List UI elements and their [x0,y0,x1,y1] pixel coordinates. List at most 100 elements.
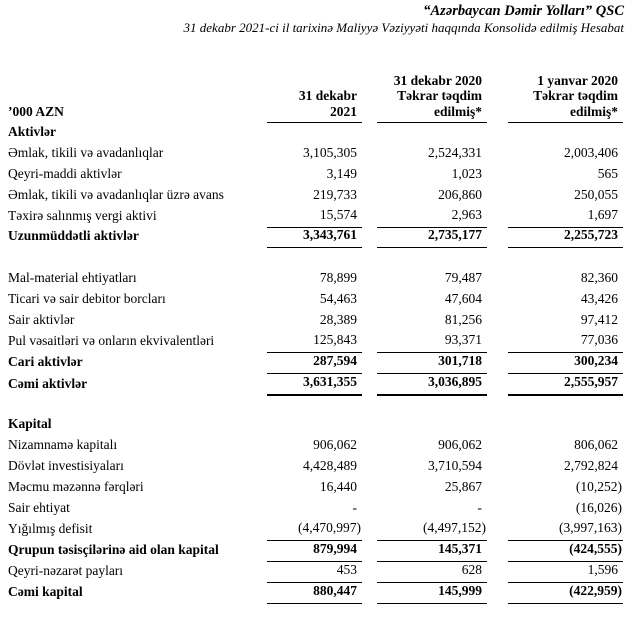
company-title: “Azərbaycan Dəmir Yolları” QSC [423,3,624,19]
column-gap [487,332,508,353]
value-cell: 2,003,406 [564,144,618,160]
value-cell: 206,860 [438,186,482,202]
value-cell: 2,555,957 [508,374,623,396]
value-cell: 77,036 [508,332,623,353]
column-header-line: 2021 [330,103,357,119]
column-gap [362,144,377,165]
value-cell: 1,697 [508,207,623,228]
column-gap [487,583,508,604]
row-label: Kapital [8,416,52,432]
value-cell: 906,062 [313,437,357,453]
value-cell: 453 [267,562,362,583]
value-cell: 300,234 [508,353,623,374]
value-cell: 82,360 [580,270,618,286]
row-label: Cəmi kapital [8,583,83,599]
value-cell: (3,997,163) [508,520,623,541]
row-label: Aktivlər [8,123,56,139]
value-cell: 78,899 [319,270,357,286]
row-label: Əmlak, tikili və avadanlıqlar [8,144,164,160]
table-row: Təxirə salınmış vergi aktivi 15,574 2,963 1… [8,207,628,228]
column-gap [362,374,377,396]
value-cell: 54,463 [319,291,357,307]
total-row: Cari aktivlər 287,594 301,718 300,234 [8,353,628,374]
value-cell: (16,026) [575,499,622,515]
column-gap [487,227,508,248]
column-gap [487,165,508,186]
section-header-row: Kapital [8,415,628,436]
table-row: Əmlak, tikili və avadanlıqlar 3,105,305 2,… [8,144,628,165]
value-cell: (4,470,997) [267,520,362,541]
column-gap [362,353,377,374]
row-label: Qeyri-maddi aktivlər [8,165,122,181]
column-gap [487,562,508,583]
table-row: Əmlak, tikili və avadanlıqlar üzrə avans… [8,186,628,207]
total-row: Cəmi aktivlər 3,631,355 3,036,895 2,555,957 [8,374,628,396]
column-gap [487,269,508,290]
value-cell: 906,062 [438,437,482,453]
table-row: Sair ehtiyat - - (16,026) [8,499,628,520]
row-label: Cari aktivlər [8,353,83,369]
table-row: Ticari və sair debitor borcları 54,463 47,… [8,290,628,311]
document-header: “Azərbaycan Dəmir Yolları” QSC 31 dekabr… [0,0,628,35]
table-row: Nizamnamə kapitalı 906,062 906,062 806,062 [8,436,628,457]
column-header-line: Təkrar təqdim [397,88,482,103]
value-cell: 145,999 [377,583,487,604]
column-header: 31 dekabr 2020 Təkrar təqdim edilmiş* [377,35,487,123]
value-cell: 879,994 [267,541,362,562]
column-header-line: edilmiş* [433,103,482,119]
row-label: Dövlət investisiyaları [8,458,124,474]
row-label: Qeyri-nəzarət payları [8,562,124,578]
column-header-line: 31 dekabr 2020 [393,72,482,88]
row-label: Əmlak, tikili və avadanlıqlar üzrə avans [8,186,224,202]
value-cell: 81,256 [444,311,482,327]
column-gap [362,207,377,228]
column-gap [487,353,508,374]
column-gap [362,290,377,311]
column-header: 31 dekabr 2021 [267,35,362,123]
column-header-line: 1 yanvar 2020 [537,72,618,88]
value-cell: 628 [377,562,487,583]
value-cell: 2,735,177 [377,227,487,249]
value-cell: 43,426 [580,291,618,307]
value-cell: 3,036,895 [377,374,487,396]
column-gap [362,332,377,353]
column-header-line: 31 dekabr [298,88,357,103]
column-gap [362,436,377,457]
value-cell: 125,843 [267,332,362,353]
column-gap [362,186,377,207]
value-cell: 806,062 [574,437,618,453]
column-gap [487,457,508,478]
value-cell: 25,867 [444,479,482,495]
value-cell: (422,959) [508,583,623,604]
table-header-row: ’000 AZN 31 dekabr 2021 31 dekabr 2020 Təkra… [8,35,628,123]
table-row: Dövlət investisiyaları 4,428,489 3,710,594… [8,457,628,478]
column-gap [362,227,377,248]
column-gap [362,478,377,499]
table-row: Mal-material ehtiyatları 78,899 79,487 82,3… [8,269,628,290]
value-cell: 2,255,723 [508,227,623,249]
value-cell: 2,792,824 [564,458,618,474]
column-gap [487,520,508,541]
value-cell: 15,574 [267,207,362,228]
value-cell: 3,105,305 [303,144,357,160]
value-cell: 565 [597,165,618,181]
column-gap [362,562,377,583]
column-gap [487,186,508,207]
column-gap [487,290,508,311]
column-gap [487,311,508,332]
row-label: Ticari və sair debitor borcları [8,291,166,307]
column-gap [362,541,377,562]
value-cell: 301,718 [377,353,487,374]
row-label: Sair aktivlər [8,311,75,327]
table-row: Yığılmış defisit (4,470,997) (4,497,152) (3… [8,520,628,541]
table-row: Sair aktivlər 28,389 81,256 97,412 [8,311,628,332]
column-gap [487,374,508,396]
column-gap [487,541,508,562]
column-gap [362,35,377,123]
total-row: Uzunmüddətli aktivlər 3,343,761 2,735,177 2… [8,227,628,249]
total-row: Qrupun təsisçilərinə aid olan kapital 879… [8,541,628,562]
row-label: Məcmu məzənnə fərqləri [8,479,144,495]
value-cell: 880,447 [267,583,362,604]
unit-label: ’000 AZN [8,104,64,119]
value-cell: 1,023 [451,165,482,181]
